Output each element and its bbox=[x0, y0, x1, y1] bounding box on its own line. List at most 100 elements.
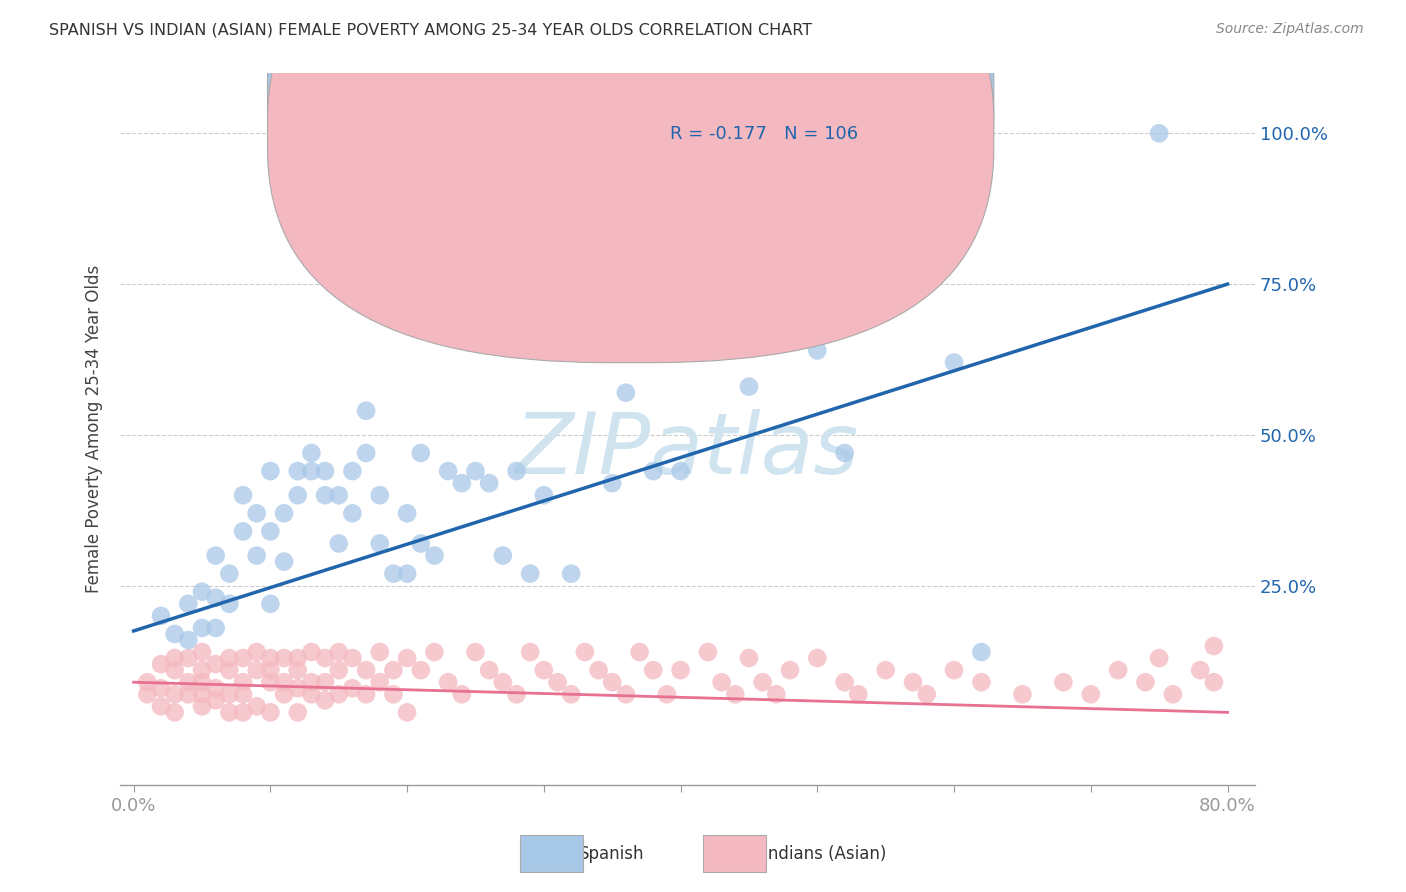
Point bbox=[478, 476, 501, 491]
Point bbox=[492, 675, 515, 690]
Point bbox=[437, 464, 460, 478]
Point bbox=[423, 549, 446, 563]
Point bbox=[150, 699, 173, 714]
Point bbox=[643, 464, 665, 478]
Point bbox=[1135, 675, 1157, 690]
Point bbox=[328, 488, 350, 502]
Point bbox=[232, 706, 254, 720]
Point bbox=[204, 621, 226, 635]
Point bbox=[943, 663, 966, 677]
Point bbox=[259, 663, 281, 677]
Y-axis label: Female Poverty Among 25-34 Year Olds: Female Poverty Among 25-34 Year Olds bbox=[86, 265, 103, 593]
Point bbox=[765, 687, 787, 701]
Point bbox=[751, 675, 773, 690]
Point bbox=[191, 645, 214, 659]
Point bbox=[354, 404, 377, 418]
Point bbox=[204, 693, 226, 707]
Point bbox=[150, 608, 173, 623]
Point bbox=[806, 343, 828, 358]
Point bbox=[218, 706, 240, 720]
Point bbox=[314, 488, 336, 502]
Point bbox=[299, 687, 322, 701]
Point bbox=[697, 645, 720, 659]
Point bbox=[177, 632, 200, 647]
Point bbox=[328, 645, 350, 659]
Point bbox=[163, 706, 186, 720]
Point bbox=[1147, 126, 1170, 140]
Point bbox=[600, 476, 623, 491]
Point bbox=[970, 675, 993, 690]
Point bbox=[396, 651, 419, 665]
Point bbox=[1052, 675, 1074, 690]
Point bbox=[970, 645, 993, 659]
Point bbox=[218, 687, 240, 701]
Point bbox=[163, 687, 186, 701]
Point bbox=[191, 687, 214, 701]
Point bbox=[505, 464, 527, 478]
Point bbox=[163, 651, 186, 665]
Point bbox=[464, 464, 486, 478]
Point bbox=[328, 536, 350, 550]
Point bbox=[163, 663, 186, 677]
Point bbox=[669, 663, 692, 677]
Point bbox=[437, 675, 460, 690]
Point bbox=[492, 549, 515, 563]
Point bbox=[368, 488, 391, 502]
Point bbox=[643, 663, 665, 677]
Point bbox=[232, 687, 254, 701]
Point bbox=[204, 591, 226, 605]
Point bbox=[273, 555, 295, 569]
Point bbox=[614, 385, 637, 400]
Point bbox=[287, 488, 309, 502]
Point bbox=[299, 464, 322, 478]
Point bbox=[191, 675, 214, 690]
Point bbox=[478, 663, 501, 677]
Point bbox=[846, 687, 869, 701]
Point bbox=[875, 663, 897, 677]
Point bbox=[259, 706, 281, 720]
Point bbox=[273, 675, 295, 690]
Point bbox=[600, 675, 623, 690]
Text: Source: ZipAtlas.com: Source: ZipAtlas.com bbox=[1216, 22, 1364, 37]
Point bbox=[259, 651, 281, 665]
Point bbox=[354, 663, 377, 677]
Point bbox=[382, 566, 405, 581]
Point bbox=[232, 651, 254, 665]
Point bbox=[1107, 663, 1129, 677]
Point bbox=[915, 687, 938, 701]
Point bbox=[163, 627, 186, 641]
Point bbox=[259, 464, 281, 478]
Point bbox=[409, 446, 432, 460]
Point bbox=[342, 651, 364, 665]
Point bbox=[834, 675, 856, 690]
Point bbox=[614, 687, 637, 701]
Point bbox=[368, 675, 391, 690]
Point bbox=[287, 464, 309, 478]
Point bbox=[287, 681, 309, 696]
Text: ZIPatlas: ZIPatlas bbox=[515, 409, 859, 491]
Point bbox=[655, 687, 678, 701]
Point bbox=[246, 549, 269, 563]
Point bbox=[218, 651, 240, 665]
Point bbox=[396, 506, 419, 520]
Point bbox=[342, 506, 364, 520]
Point bbox=[218, 566, 240, 581]
Point bbox=[314, 651, 336, 665]
Point bbox=[150, 657, 173, 672]
Point bbox=[259, 524, 281, 539]
Point bbox=[342, 464, 364, 478]
Point bbox=[519, 645, 541, 659]
Point bbox=[314, 675, 336, 690]
Point bbox=[328, 663, 350, 677]
Point bbox=[710, 675, 733, 690]
Point bbox=[368, 536, 391, 550]
Text: R = -0.177   N = 106: R = -0.177 N = 106 bbox=[671, 125, 859, 144]
Text: SPANISH VS INDIAN (ASIAN) FEMALE POVERTY AMONG 25-34 YEAR OLDS CORRELATION CHART: SPANISH VS INDIAN (ASIAN) FEMALE POVERTY… bbox=[49, 22, 813, 37]
Point bbox=[1202, 639, 1225, 653]
Point bbox=[191, 621, 214, 635]
Point bbox=[396, 706, 419, 720]
Point bbox=[150, 681, 173, 696]
Point bbox=[232, 675, 254, 690]
Point bbox=[354, 687, 377, 701]
Point bbox=[314, 464, 336, 478]
